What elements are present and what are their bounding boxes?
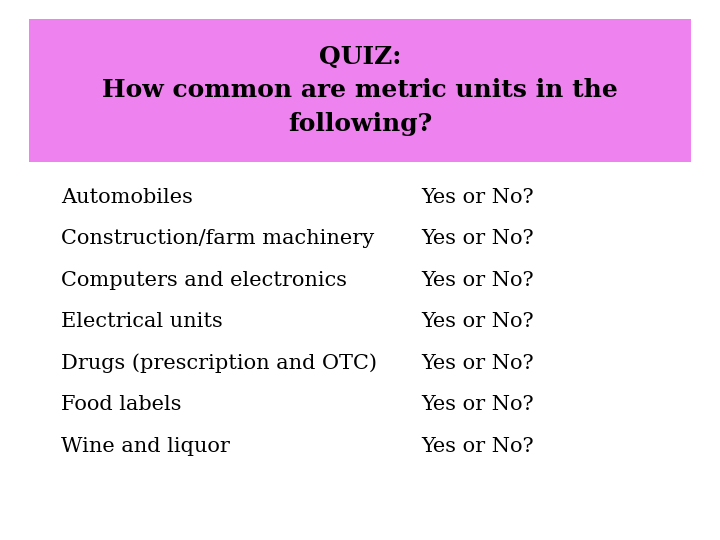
- Text: Yes or No?: Yes or No?: [421, 437, 534, 456]
- Text: Electrical units: Electrical units: [61, 312, 223, 332]
- Text: Yes or No?: Yes or No?: [421, 312, 534, 332]
- Text: Yes or No?: Yes or No?: [421, 229, 534, 248]
- Text: Yes or No?: Yes or No?: [421, 187, 534, 207]
- Bar: [29, 19, 691, 162]
- Text: Yes or No?: Yes or No?: [421, 354, 534, 373]
- Text: QUIZ:
How common are metric units in the
following?: QUIZ: How common are metric units in the…: [102, 45, 618, 136]
- Text: Drugs (prescription and OTC): Drugs (prescription and OTC): [61, 354, 377, 373]
- Text: Computers and electronics: Computers and electronics: [61, 271, 347, 290]
- Text: Automobiles: Automobiles: [61, 187, 193, 207]
- Text: Construction/farm machinery: Construction/farm machinery: [61, 229, 374, 248]
- Text: Yes or No?: Yes or No?: [421, 395, 534, 415]
- Text: Yes or No?: Yes or No?: [421, 271, 534, 290]
- Text: Wine and liquor: Wine and liquor: [61, 437, 230, 456]
- Text: Food labels: Food labels: [61, 395, 181, 415]
